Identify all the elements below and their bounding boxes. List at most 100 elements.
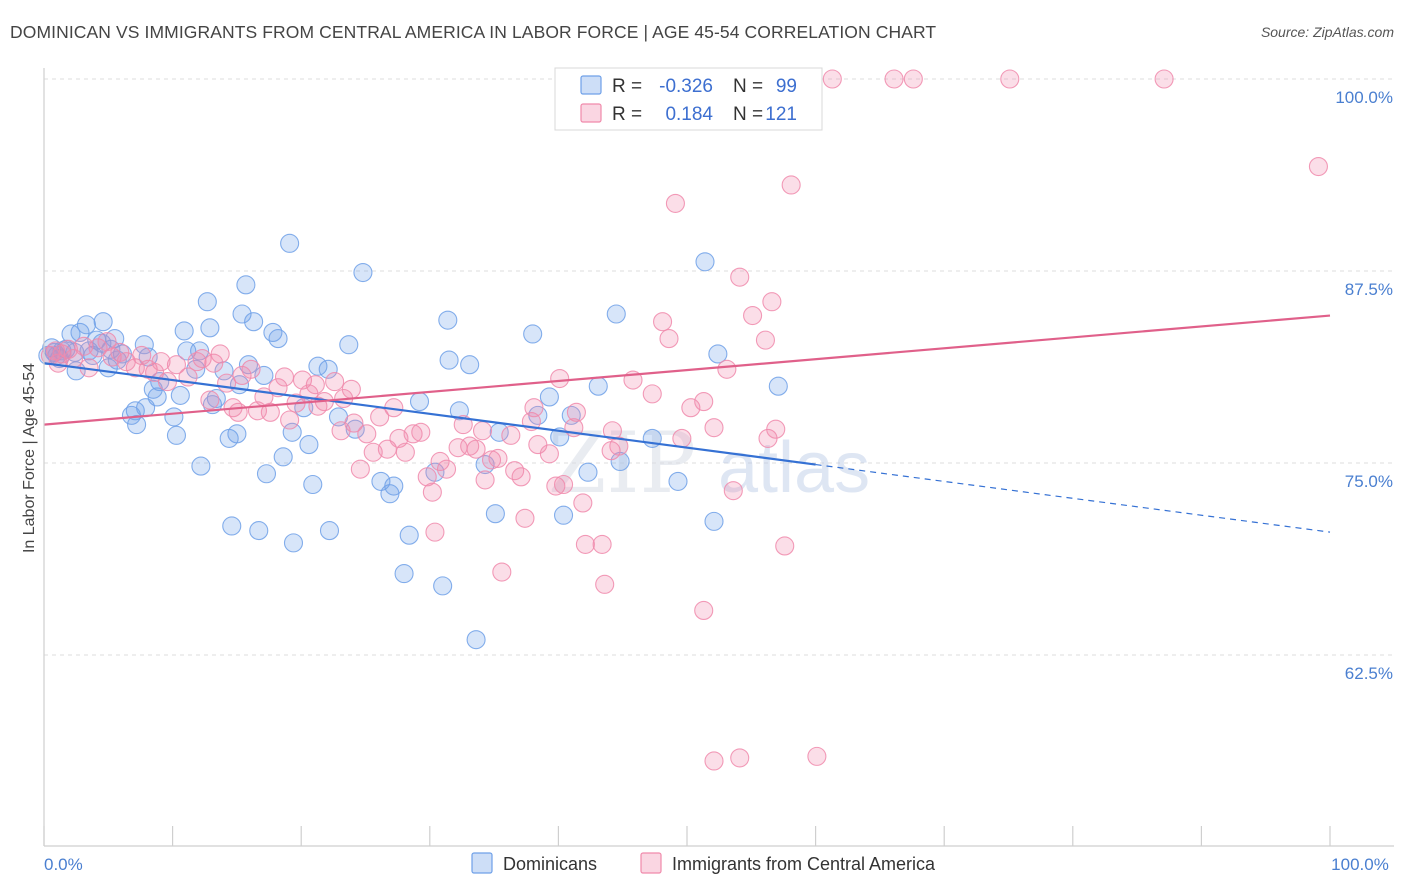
data-point [417, 467, 437, 487]
data-point [399, 525, 419, 545]
data-point [485, 504, 505, 524]
stats-r-label-dominicans: R = [612, 76, 642, 97]
data-point [1000, 69, 1020, 89]
legend-swatch-central-america [640, 852, 662, 874]
trend-line-dominicans-extension [815, 463, 1331, 533]
data-point [606, 304, 626, 324]
data-point [523, 324, 543, 344]
data-point [425, 522, 445, 542]
data-point [575, 534, 595, 554]
x-ticks [43, 826, 1331, 846]
data-point [280, 410, 300, 430]
data-point [228, 402, 248, 422]
data-point [588, 376, 608, 396]
data-point [1308, 157, 1328, 177]
data-point [232, 304, 252, 324]
data-point [539, 444, 559, 464]
axes [43, 68, 1394, 847]
data-point [460, 355, 480, 375]
chart-legend: Dominicans Immigrants from Central Ameri… [471, 852, 936, 874]
data-point [492, 562, 512, 582]
data-point [318, 359, 338, 379]
data-point [755, 330, 775, 350]
data-point [341, 379, 361, 399]
data-point [151, 352, 171, 372]
data-point [515, 508, 535, 528]
data-point [595, 574, 615, 594]
trend-line-dominicans [43, 362, 816, 466]
data-point [717, 359, 737, 379]
data-point [127, 415, 147, 435]
data-point [403, 424, 423, 444]
data-point [766, 419, 786, 439]
data-point [363, 442, 383, 462]
data-point [93, 312, 113, 332]
data-point [186, 359, 206, 379]
data-point [550, 368, 570, 389]
data-point [339, 335, 359, 355]
data-point [303, 474, 323, 495]
data-point [74, 336, 94, 356]
y-tick-label: 100.0% [1335, 88, 1393, 107]
stats-swatch-central-america [580, 103, 602, 123]
data-point [762, 292, 782, 312]
data-point [730, 267, 750, 287]
data-point [166, 425, 187, 445]
x-tick-label: 0.0% [44, 855, 83, 874]
data-point [653, 312, 673, 332]
x-tick-label: 100.0% [1331, 855, 1389, 874]
data-point [578, 462, 598, 482]
data-point [466, 439, 486, 459]
data-point [775, 536, 795, 556]
data-point [283, 533, 304, 553]
data-point [411, 422, 431, 442]
data-point [438, 310, 458, 330]
data-point [433, 576, 453, 596]
watermark: ZIP atlas [548, 414, 870, 512]
data-point [357, 424, 377, 444]
data-point [345, 419, 365, 439]
y-tick-label: 87.5% [1345, 280, 1393, 299]
trend-line-central-america [43, 314, 1331, 426]
stats-box-frame [554, 67, 823, 131]
y-tick-label: 75.0% [1345, 472, 1393, 491]
data-point [76, 315, 96, 335]
data-point [344, 413, 364, 433]
data-point [609, 436, 629, 456]
series-dominicans [38, 233, 788, 650]
data-point [430, 451, 450, 472]
data-point [524, 398, 544, 418]
data-point [743, 305, 763, 326]
data-point [268, 329, 288, 349]
data-point [566, 402, 586, 422]
data-point [659, 329, 679, 349]
data-point [260, 402, 280, 422]
source-credit: Source: ZipAtlas.com [1260, 24, 1394, 40]
stats-r-value-central-america: 0.184 [665, 104, 713, 125]
data-point [708, 344, 728, 364]
data-point [263, 322, 283, 342]
data-point [903, 69, 923, 89]
data-point [210, 344, 230, 364]
data-point [1154, 69, 1174, 89]
points-layer [38, 69, 1328, 771]
data-point [353, 262, 373, 283]
data-point [501, 425, 521, 445]
data-point [299, 435, 319, 455]
data-point [384, 476, 404, 496]
data-point [157, 372, 178, 392]
data-point [642, 384, 662, 404]
data-point [249, 521, 269, 541]
data-point [350, 459, 370, 479]
data-point [222, 516, 242, 536]
data-point [472, 421, 493, 441]
stats-swatch-dominicans [580, 75, 602, 95]
data-point [236, 275, 256, 295]
x-tick-labels: 0.0% 100.0% [44, 855, 1389, 874]
data-point [170, 385, 190, 405]
data-point [694, 392, 714, 412]
data-point [147, 387, 167, 407]
data-point [453, 415, 473, 435]
data-point [58, 339, 78, 359]
